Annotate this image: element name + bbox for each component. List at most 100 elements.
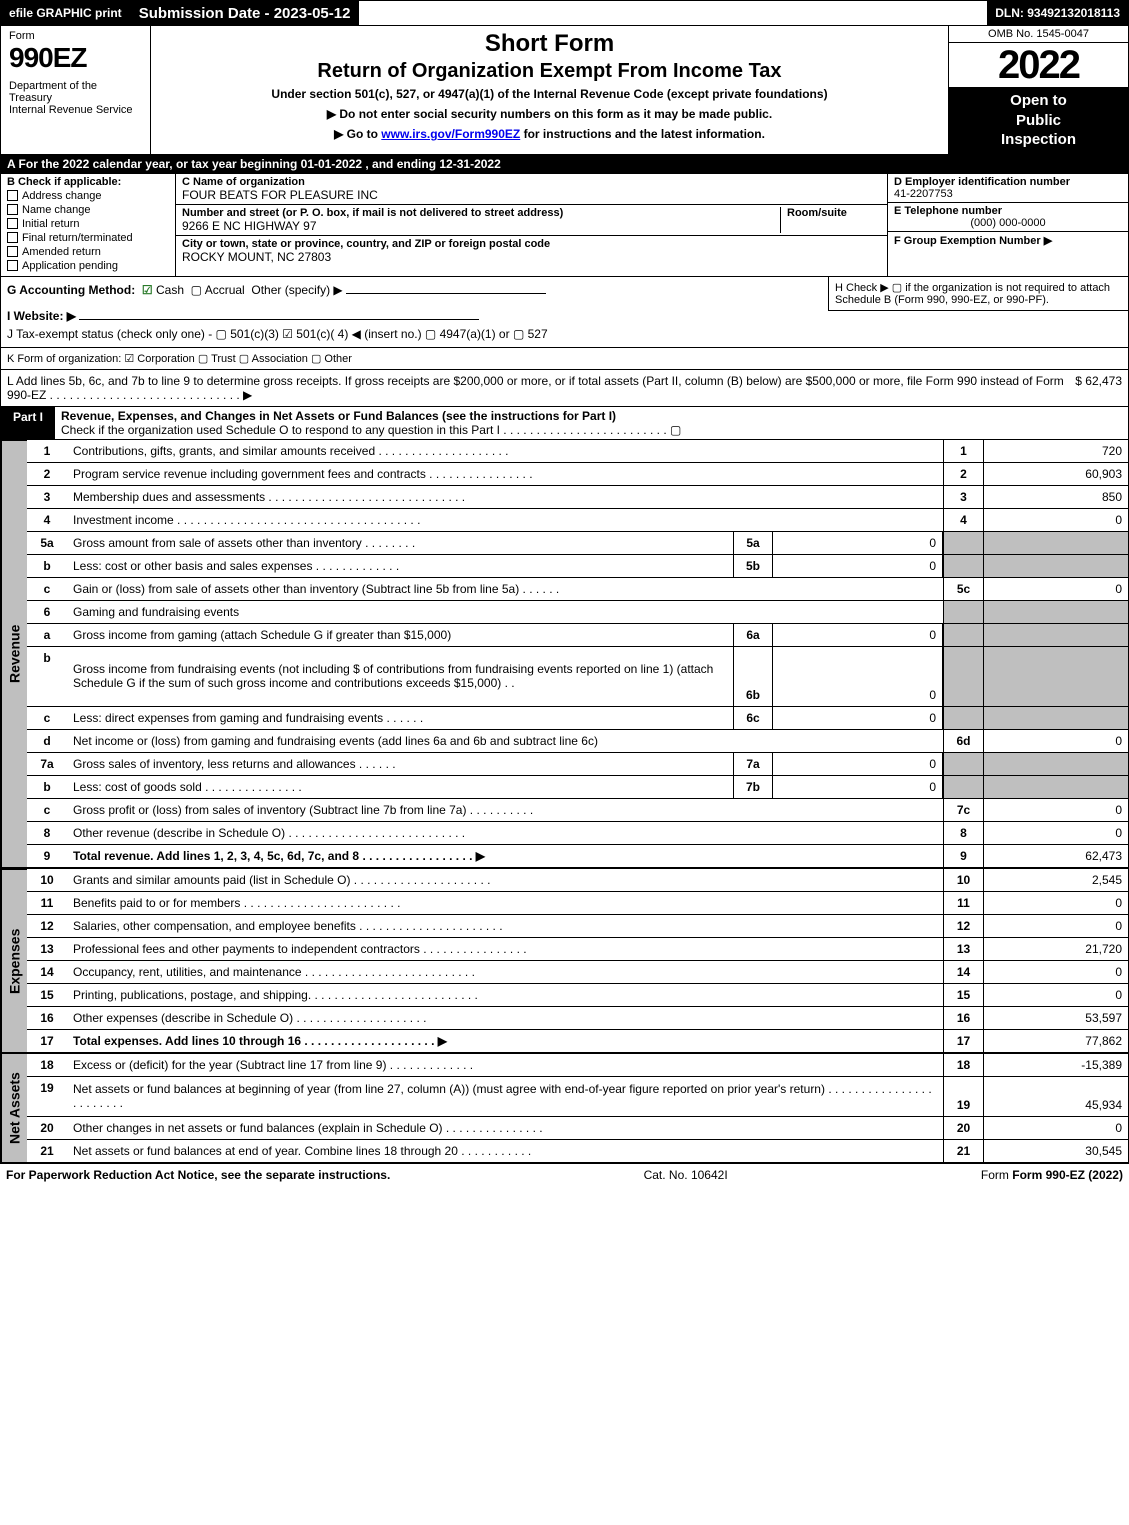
top-bar: efile GRAPHIC print Submission Date - 20… — [0, 0, 1129, 26]
form-subtitle: Return of Organization Exempt From Incom… — [159, 60, 940, 83]
note-post: for instructions and the latest informat… — [520, 127, 765, 141]
line-20: 20 Other changes in net assets or fund b… — [27, 1117, 1128, 1140]
line-6a: a Gross income from gaming (attach Sched… — [27, 624, 1128, 647]
cash-opt: Cash — [156, 283, 184, 297]
other-opt: Other (specify) ▶ — [251, 283, 342, 297]
line-7c: c Gross profit or (loss) from sales of i… — [27, 799, 1128, 822]
line-16: 16 Other expenses (describe in Schedule … — [27, 1007, 1128, 1030]
section-k: K Form of organization: ☑ Corporation ▢ … — [0, 348, 1129, 370]
section-b: B Check if applicable: Address change Na… — [1, 174, 176, 276]
section-a: A For the 2022 calendar year, or tax yea… — [0, 155, 1129, 174]
line-17: 17 Total expenses. Add lines 10 through … — [27, 1030, 1128, 1052]
room-label: Room/suite — [787, 207, 847, 219]
info-block: B Check if applicable: Address change Na… — [0, 174, 1129, 277]
org-name: FOUR BEATS FOR PLEASURE INC — [182, 188, 378, 202]
line-3: 3 Membership dues and assessments . . . … — [27, 486, 1128, 509]
section-c: C Name of organization FOUR BEATS FOR PL… — [176, 174, 888, 276]
section-j: J Tax-exempt status (check only one) - ▢… — [7, 327, 1122, 341]
note-ssn: ▶ Do not enter social security numbers o… — [159, 107, 940, 121]
section-ghi: H Check ▶ ▢ if the organization is not r… — [0, 277, 1129, 348]
inspection-label: Open to Public Inspection — [949, 87, 1128, 154]
header-right: OMB No. 1545-0047 2022 Open to Public In… — [948, 26, 1128, 154]
form-title: Short Form — [159, 30, 940, 58]
section-h: H Check ▶ ▢ if the organization is not r… — [828, 277, 1128, 311]
check-icon: ☑ — [142, 283, 153, 297]
ein: 41-2207753 — [894, 188, 953, 200]
city: ROCKY MOUNT, NC 27803 — [182, 250, 331, 264]
line-9: 9 Total revenue. Add lines 1, 2, 3, 4, 5… — [27, 845, 1128, 867]
line-8: 8 Other revenue (describe in Schedule O)… — [27, 822, 1128, 845]
check-address[interactable]: Address change — [7, 190, 169, 202]
note-pre: ▶ Go to — [334, 127, 381, 141]
section-d: D Employer identification number 41-2207… — [888, 174, 1128, 276]
line-5a: 5a Gross amount from sale of assets othe… — [27, 532, 1128, 555]
street-label: Number and street (or P. O. box, if mail… — [182, 207, 563, 219]
line-5b: b Less: cost or other basis and sales ex… — [27, 555, 1128, 578]
part1-title-text: Revenue, Expenses, and Changes in Net As… — [61, 409, 616, 423]
footer-right: Form Form 990-EZ (2022) — [981, 1168, 1123, 1182]
sidebar-revenue: Revenue — [1, 440, 27, 867]
section-l-text: L Add lines 5b, 6c, and 7b to line 9 to … — [7, 374, 1067, 402]
part1-header-row: Part I Revenue, Expenses, and Changes in… — [0, 407, 1129, 440]
header-left: Form 990EZ Department of the Treasury In… — [1, 26, 151, 154]
line-7b: b Less: cost of goods sold . . . . . . .… — [27, 776, 1128, 799]
line-18: 18 Excess or (deficit) for the year (Sub… — [27, 1054, 1128, 1077]
irs-link[interactable]: www.irs.gov/Form990EZ — [381, 127, 520, 141]
line-10: 10 Grants and similar amounts paid (list… — [27, 869, 1128, 892]
submission-date: Submission Date - 2023-05-12 — [131, 1, 360, 25]
form-number: 990EZ — [9, 42, 142, 74]
check-name[interactable]: Name change — [7, 204, 169, 216]
dept-label: Department of the Treasury Internal Reve… — [9, 80, 142, 116]
sidebar-expenses: Expenses — [1, 869, 27, 1052]
form-header: Form 990EZ Department of the Treasury In… — [0, 26, 1129, 155]
phone: (000) 000-0000 — [894, 217, 1122, 229]
check-initial[interactable]: Initial return — [7, 218, 169, 230]
note-link: ▶ Go to www.irs.gov/Form990EZ for instru… — [159, 127, 940, 141]
part1-title: Revenue, Expenses, and Changes in Net As… — [55, 407, 1128, 439]
footer: For Paperwork Reduction Act Notice, see … — [0, 1163, 1129, 1186]
footer-center: Cat. No. 10642I — [644, 1168, 728, 1182]
line-6: 6 Gaming and fundraising events — [27, 601, 1128, 624]
line-5c: c Gain or (loss) from sale of assets oth… — [27, 578, 1128, 601]
org-name-label: C Name of organization — [182, 176, 305, 188]
form-label: Form — [9, 30, 142, 42]
line-2: 2 Program service revenue including gove… — [27, 463, 1128, 486]
efile-label[interactable]: efile GRAPHIC print — [1, 1, 131, 25]
line-12: 12 Salaries, other compensation, and emp… — [27, 915, 1128, 938]
check-amended[interactable]: Amended return — [7, 246, 169, 258]
dln-number: DLN: 93492132018113 — [987, 1, 1128, 25]
part1-label: Part I — [1, 407, 55, 439]
check-final[interactable]: Final return/terminated — [7, 232, 169, 244]
line-6c: c Less: direct expenses from gaming and … — [27, 707, 1128, 730]
city-label: City or town, state or province, country… — [182, 238, 550, 250]
tax-year: 2022 — [949, 43, 1128, 87]
schedule-table: Revenue 1 Contributions, gifts, grants, … — [0, 440, 1129, 1163]
section-b-header: B Check if applicable: — [7, 176, 169, 188]
line-6b: b Gross income from fundraising events (… — [27, 647, 1128, 707]
check-pending[interactable]: Application pending — [7, 260, 169, 272]
footer-left: For Paperwork Reduction Act Notice, see … — [6, 1168, 390, 1182]
phone-label: E Telephone number — [894, 205, 1002, 217]
line-15: 15 Printing, publications, postage, and … — [27, 984, 1128, 1007]
line-14: 14 Occupancy, rent, utilities, and maint… — [27, 961, 1128, 984]
ein-label: D Employer identification number — [894, 176, 1070, 188]
line-13: 13 Professional fees and other payments … — [27, 938, 1128, 961]
line-1: 1 Contributions, gifts, grants, and simi… — [27, 440, 1128, 463]
sidebar-netassets: Net Assets — [1, 1054, 27, 1162]
section-g-label: G Accounting Method: — [7, 283, 135, 297]
accrual-opt: Accrual — [205, 283, 245, 297]
header-center: Short Form Return of Organization Exempt… — [151, 26, 948, 154]
section-l-value: $ 62,473 — [1067, 374, 1122, 402]
line-21: 21 Net assets or fund balances at end of… — [27, 1140, 1128, 1162]
section-i-label: I Website: ▶ — [7, 309, 76, 323]
line-4: 4 Investment income . . . . . . . . . . … — [27, 509, 1128, 532]
group-label: F Group Exemption Number ▶ — [894, 235, 1052, 247]
line-11: 11 Benefits paid to or for members . . .… — [27, 892, 1128, 915]
form-subtext: Under section 501(c), 527, or 4947(a)(1)… — [159, 87, 940, 101]
line-7a: 7a Gross sales of inventory, less return… — [27, 753, 1128, 776]
street: 9266 E NC HIGHWAY 97 — [182, 219, 317, 233]
section-l: L Add lines 5b, 6c, and 7b to line 9 to … — [0, 370, 1129, 407]
line-19: 19 Net assets or fund balances at beginn… — [27, 1077, 1128, 1117]
omb-number: OMB No. 1545-0047 — [949, 26, 1128, 43]
part1-check-text: Check if the organization used Schedule … — [61, 423, 681, 437]
